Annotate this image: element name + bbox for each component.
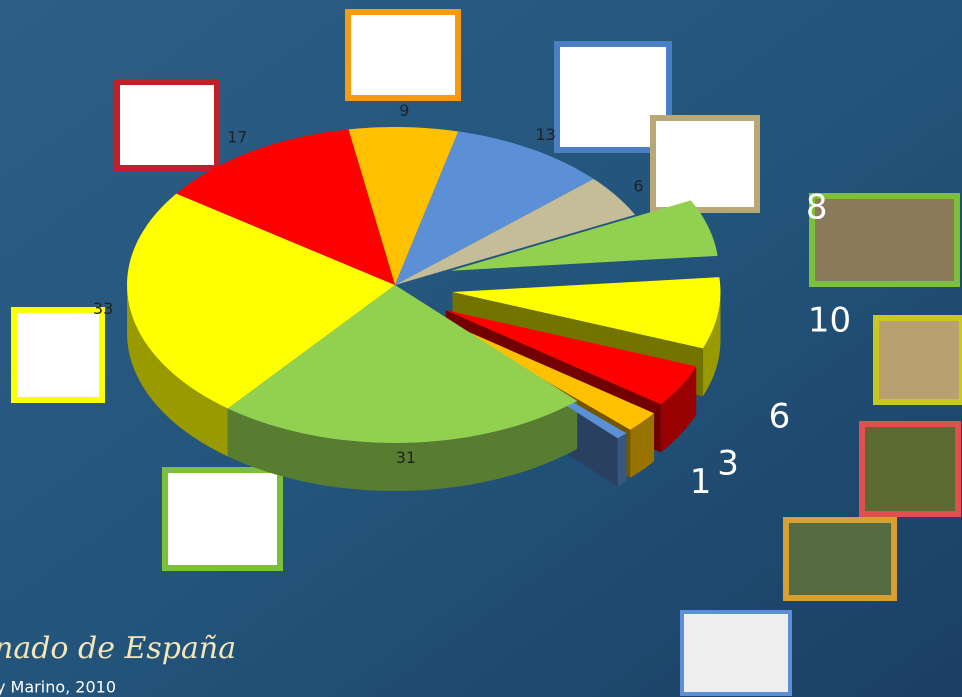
value-label: 3	[717, 443, 739, 483]
value-label: 33	[93, 299, 113, 318]
goat-photo	[859, 421, 961, 517]
slice	[227, 285, 578, 443]
value-label: 31	[396, 448, 416, 467]
slice	[395, 178, 636, 285]
footer-title: nado de España	[0, 631, 236, 666]
slice-side	[630, 413, 655, 478]
slice-side	[702, 293, 721, 397]
slice-side	[127, 289, 228, 457]
donkey-picture	[650, 115, 760, 213]
pig-photo	[783, 517, 897, 601]
slice-side	[227, 400, 578, 491]
slice	[395, 131, 594, 285]
slice	[450, 200, 718, 271]
slice-side	[660, 366, 697, 453]
bull-photo	[809, 193, 960, 287]
sheep-photo	[873, 315, 962, 405]
goat-picture	[114, 79, 220, 171]
value-label: 8	[806, 188, 828, 228]
horse-photo	[680, 610, 792, 696]
picture-frames	[11, 9, 962, 696]
slice	[439, 318, 655, 430]
slice	[176, 129, 395, 285]
pig-picture	[345, 9, 461, 101]
sheep-picture	[11, 307, 105, 403]
slice	[452, 277, 721, 349]
slice	[127, 193, 395, 409]
value-label: 13	[535, 125, 555, 144]
value-label: 10	[808, 301, 851, 341]
value-label: 9	[399, 101, 409, 120]
value-label: 17	[227, 128, 247, 147]
slice-side	[617, 433, 627, 487]
slice	[348, 127, 459, 285]
value-label: 6	[769, 397, 791, 437]
value-label: 6	[633, 177, 643, 196]
cattle-picture	[162, 467, 283, 571]
footer-source: y Marino, 2010	[0, 678, 116, 697]
value-label: 1	[690, 462, 712, 502]
slice	[445, 310, 697, 405]
